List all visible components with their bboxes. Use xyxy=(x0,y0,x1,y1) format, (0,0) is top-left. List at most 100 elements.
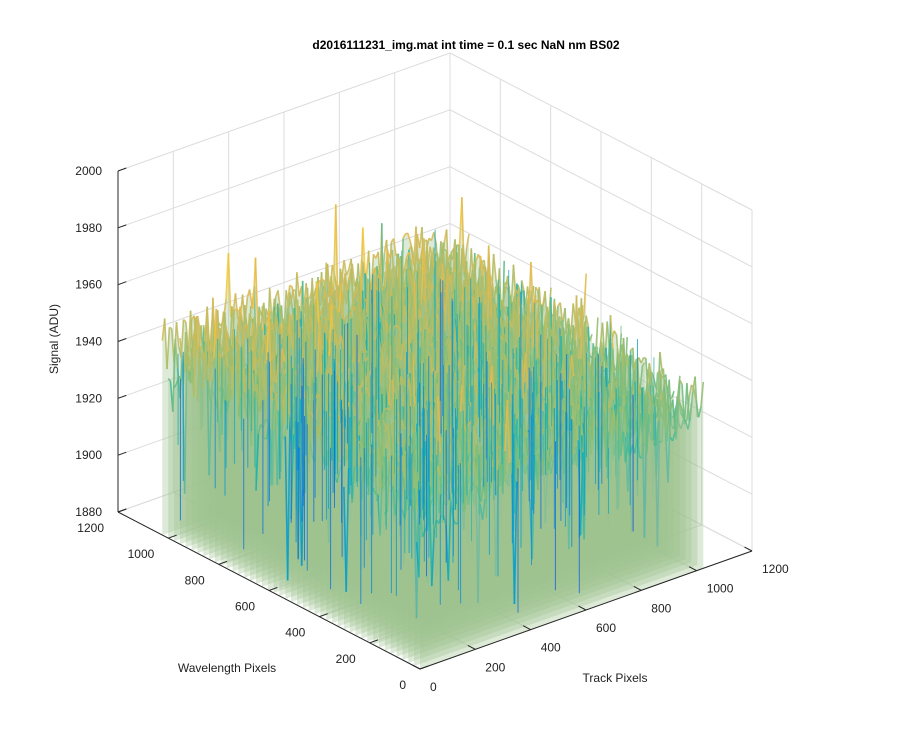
surface-segment xyxy=(254,257,259,330)
surface-segment xyxy=(465,234,470,248)
surface-segment xyxy=(257,424,262,434)
surface-segment xyxy=(407,232,411,242)
surface-segment xyxy=(331,285,336,292)
surface-segment xyxy=(503,306,508,314)
surface-segment xyxy=(403,319,407,323)
surface-segment xyxy=(524,286,529,312)
surface-segment xyxy=(352,293,357,299)
surface-segment xyxy=(255,348,260,355)
surface-segment xyxy=(306,341,311,383)
surface-segment xyxy=(320,343,325,351)
surface-segment xyxy=(380,310,385,332)
surface-segment xyxy=(461,248,465,272)
surface-segment xyxy=(407,353,412,375)
surface-segment xyxy=(447,317,452,343)
surface-segment xyxy=(225,399,230,413)
surface-segment xyxy=(228,389,233,400)
surface-segment xyxy=(183,345,188,494)
surface-segment xyxy=(482,266,487,273)
surface-segment xyxy=(272,395,277,431)
surface-segment xyxy=(329,348,334,359)
surface-segment xyxy=(192,325,197,341)
surface-segment xyxy=(258,400,263,412)
surface-segment xyxy=(166,327,171,370)
surface-segment xyxy=(485,245,490,324)
surface-segment xyxy=(201,349,206,360)
surface-segment xyxy=(383,313,387,333)
surface-segment xyxy=(341,317,346,321)
surface-segment xyxy=(382,286,386,291)
surface-segment xyxy=(313,281,318,387)
surface-segment xyxy=(291,286,296,300)
surface-segment xyxy=(222,333,227,366)
surface-segment xyxy=(244,363,248,366)
surface-segment xyxy=(491,281,496,298)
surface-segment xyxy=(418,319,423,332)
surface-segment xyxy=(365,349,369,355)
surface-segment xyxy=(248,313,253,321)
surface-segment xyxy=(227,253,232,317)
surface-segment xyxy=(207,339,212,368)
surface-segment xyxy=(182,319,187,323)
surface-segment xyxy=(449,274,453,292)
surface-segment xyxy=(303,297,308,314)
surface-segment xyxy=(209,380,214,404)
surface-segment xyxy=(427,246,431,267)
surface-segment xyxy=(517,284,522,295)
surface-segment xyxy=(175,322,180,347)
surface-segment xyxy=(353,393,357,412)
surface-segment xyxy=(188,319,193,366)
surface-segment xyxy=(265,308,270,318)
surface-segment xyxy=(273,391,277,395)
surface-segment xyxy=(284,322,288,330)
surface-segment xyxy=(268,287,273,323)
surface-segment xyxy=(419,292,424,332)
surface-segment xyxy=(230,358,235,391)
surface-segment xyxy=(479,255,484,276)
surface-segment xyxy=(323,316,327,320)
surface-segment xyxy=(382,363,387,374)
surface-layer xyxy=(161,197,705,669)
surface-segment xyxy=(257,367,262,411)
surface-segment xyxy=(643,356,647,360)
surface-segment xyxy=(413,269,418,275)
surface-segment xyxy=(192,332,196,359)
surface-segment xyxy=(293,289,296,292)
surface-segment xyxy=(307,369,312,375)
surface-segment xyxy=(241,326,246,344)
surface-segment xyxy=(393,324,397,328)
surface-segment xyxy=(350,370,355,378)
surface-segment xyxy=(300,306,305,327)
surface-segment xyxy=(502,290,506,306)
surface-segment xyxy=(452,245,457,273)
surface-segment xyxy=(202,345,207,389)
surface-segment xyxy=(291,319,295,364)
right-wall-gridline xyxy=(449,109,753,268)
surface-segment xyxy=(199,345,203,350)
surface-segment xyxy=(256,384,261,412)
surface-segment xyxy=(365,283,370,313)
surface-segment xyxy=(237,397,242,417)
surface-segment xyxy=(330,298,334,309)
surface-segment xyxy=(462,244,467,270)
surface-segment xyxy=(255,433,260,491)
right-wall-gridline xyxy=(449,166,753,325)
surface-segment xyxy=(408,325,413,348)
surface-segment xyxy=(196,345,201,402)
surface-segment xyxy=(172,338,176,412)
surface-segment xyxy=(457,311,462,340)
surface-segment xyxy=(281,348,286,362)
surface-segment xyxy=(366,318,371,349)
surface-segment xyxy=(379,273,384,291)
surface-segment xyxy=(486,317,491,330)
surface-segment xyxy=(256,319,261,326)
surface-segment xyxy=(277,290,282,310)
surface-segment xyxy=(402,233,407,239)
surface-segment xyxy=(234,293,239,320)
surface-segment xyxy=(318,279,322,282)
surface-segment xyxy=(338,271,343,288)
surface-segment xyxy=(395,324,400,328)
surface-segment xyxy=(253,357,257,374)
